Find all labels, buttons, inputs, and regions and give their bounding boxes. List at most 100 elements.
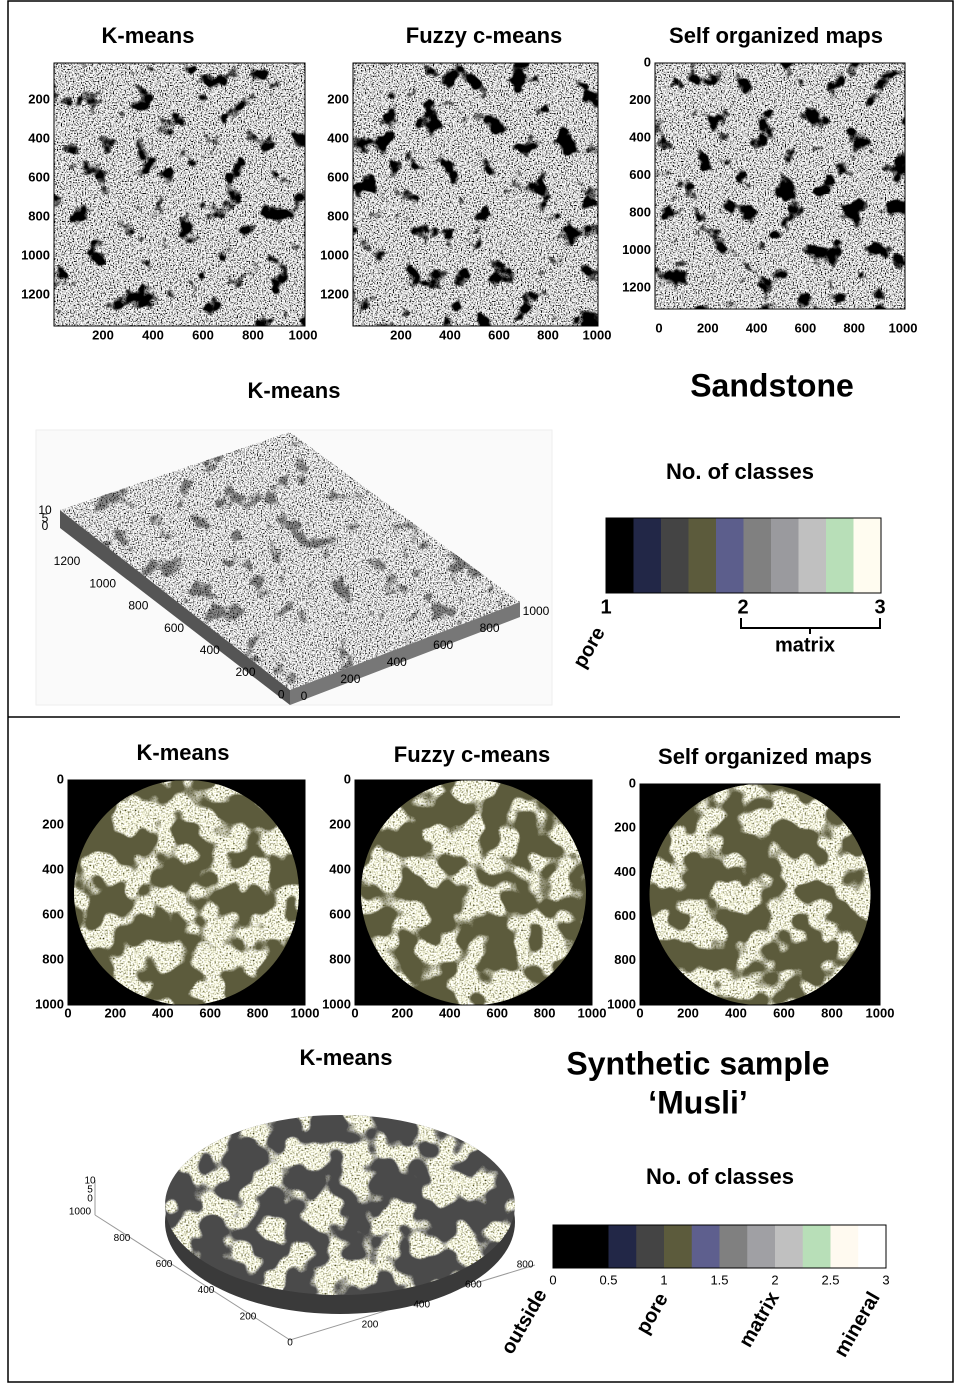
y-tick-label: 1000 — [622, 242, 651, 257]
y-tick-label: 200 — [235, 665, 255, 679]
y-tick-label: 200 — [42, 816, 64, 831]
y-tick-label: 0 — [57, 771, 64, 786]
y-tick-label: 600 — [156, 1259, 173, 1270]
x-tick-label: 400 — [413, 1300, 430, 1311]
view-title: K-means — [248, 378, 341, 403]
x-tick-label: 1000 — [523, 604, 550, 618]
disc-grains — [165, 1115, 515, 1295]
x-tick-label: 600 — [773, 1005, 795, 1020]
x-tick-label: 400 — [746, 320, 768, 335]
y-tick-label: 800 — [327, 208, 349, 223]
image — [353, 63, 598, 326]
x-tick-label: 600 — [192, 327, 214, 342]
color-swatch — [581, 1225, 609, 1268]
x-tick-label: 400 — [152, 1005, 174, 1020]
class-label: outside — [497, 1285, 552, 1358]
x-tick-label: 400 — [387, 655, 407, 669]
class-label: pore — [632, 1289, 673, 1338]
y-tick-label: 200 — [329, 816, 351, 831]
x-tick-label: 800 — [843, 320, 865, 335]
x-tick-label: 600 — [488, 327, 510, 342]
x-tick-label: 200 — [105, 1005, 127, 1020]
z-tick-label: 0 — [87, 1194, 93, 1205]
colorbar-tick-label: 3 — [882, 1272, 889, 1287]
x-tick-label: 600 — [433, 638, 453, 652]
image-pores — [353, 63, 598, 326]
y-tick-label: 600 — [329, 906, 351, 921]
z-tick-label: 0 — [42, 519, 49, 533]
y-tick-label: 800 — [614, 952, 636, 967]
x-tick-label: 200 — [677, 1005, 699, 1020]
y-tick-label: 1200 — [320, 286, 349, 301]
y-tick-label: 400 — [329, 861, 351, 876]
y-tick-label: 0 — [629, 775, 636, 790]
y-tick-label: 600 — [164, 621, 184, 635]
image-pores — [655, 63, 905, 309]
color-swatch — [664, 1225, 692, 1268]
y-tick-label: 1000 — [69, 1207, 92, 1218]
colorbar-tick-label: 1 — [600, 596, 611, 618]
plot-title: K-means — [137, 740, 230, 765]
y-tick-label: 200 — [327, 91, 349, 106]
color-swatch — [716, 518, 744, 593]
color-swatch — [553, 1225, 581, 1268]
x-tick-label: 1000 — [578, 1005, 607, 1020]
color-swatch — [854, 518, 882, 593]
x-tick-label: 200 — [92, 327, 114, 342]
image — [68, 780, 305, 1005]
x-tick-label: 200 — [697, 320, 719, 335]
x-tick-label: 0 — [64, 1005, 71, 1020]
bracket — [741, 618, 880, 634]
x-tick-label: 800 — [534, 1005, 556, 1020]
y-tick-label: 800 — [42, 951, 64, 966]
y-tick-label: 800 — [329, 951, 351, 966]
x-tick-label: 0 — [301, 689, 308, 703]
x-tick-label: 1000 — [583, 327, 612, 342]
y-tick-label: 400 — [200, 643, 220, 657]
y-tick-label: 0 — [287, 1338, 293, 1349]
plot-title: Fuzzy c-means — [406, 23, 563, 48]
y-tick-label: 400 — [614, 864, 636, 879]
y-tick-label: 1000 — [35, 996, 64, 1011]
y-tick-label: 1000 — [89, 576, 116, 590]
x-tick-label: 400 — [142, 327, 164, 342]
image — [54, 63, 305, 326]
x-tick-label: 200 — [392, 1005, 414, 1020]
x-tick-label: 0 — [636, 1005, 643, 1020]
x-tick-label: 1000 — [866, 1005, 895, 1020]
color-swatch — [720, 1225, 748, 1268]
y-tick-label: 0 — [278, 687, 285, 701]
y-tick-label: 1200 — [21, 286, 50, 301]
x-tick-label: 0 — [351, 1005, 358, 1020]
colorbar-tick-label: 2.5 — [821, 1272, 839, 1287]
x-tick-label: 200 — [362, 1320, 379, 1331]
color-swatch — [831, 1225, 859, 1268]
color-swatch — [692, 1225, 720, 1268]
color-swatch — [826, 518, 854, 593]
view-title: K-means — [300, 1045, 393, 1070]
colorbar-title: No. of classes — [666, 459, 814, 484]
y-tick-label: 600 — [327, 169, 349, 184]
colorbar-tick-label: 2 — [771, 1272, 778, 1287]
class-label: matrix — [775, 634, 835, 656]
image — [355, 780, 592, 1005]
x-tick-label: 800 — [247, 1005, 269, 1020]
image — [640, 784, 880, 1005]
panel-title: Sandstone — [690, 367, 854, 403]
plot-title: K-means — [102, 23, 195, 48]
color-swatch — [858, 1225, 886, 1268]
color-swatch — [609, 1225, 637, 1268]
class-label: pore — [569, 623, 610, 672]
y-tick-label: 1200 — [54, 554, 81, 568]
y-tick-label: 1000 — [21, 247, 50, 262]
y-tick-label: 400 — [629, 129, 651, 144]
color-swatch — [771, 518, 799, 593]
x-tick-label: 400 — [439, 1005, 461, 1020]
y-tick-label: 800 — [629, 204, 651, 219]
x-tick-label: 800 — [821, 1005, 843, 1020]
y-tick-label: 400 — [28, 130, 50, 145]
class-label: mineral — [830, 1288, 885, 1361]
x-tick-label: 600 — [795, 320, 817, 335]
x-tick-label: 200 — [390, 327, 412, 342]
class-label: matrix — [735, 1288, 784, 1351]
